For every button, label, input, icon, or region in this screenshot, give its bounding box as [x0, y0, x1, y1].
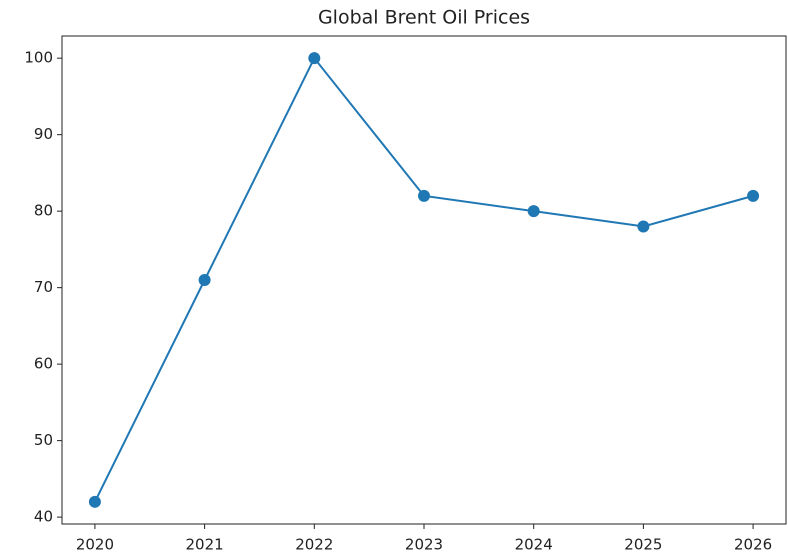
y-tick-label: 50	[34, 431, 53, 449]
x-tick-label: 2022	[295, 536, 333, 554]
y-tick-label: 100	[24, 49, 53, 67]
x-tick-label: 2023	[405, 536, 443, 554]
line	[94, 56, 754, 503]
x-tick-label: 2024	[515, 536, 553, 554]
marker	[527, 205, 540, 218]
y-tick-label: 40	[34, 508, 53, 526]
marker	[747, 189, 760, 202]
marker	[418, 189, 430, 202]
marker	[198, 274, 211, 286]
y-tick-label: 70	[34, 278, 53, 296]
x-tick-label: 2021	[186, 536, 224, 554]
x-tick-label: 2025	[624, 536, 662, 554]
y-tick-label: 60	[34, 355, 53, 373]
plot-frame	[61, 35, 787, 525]
chart-title: Global Brent Oil Prices	[318, 7, 530, 29]
marker	[88, 495, 101, 508]
marker	[637, 220, 650, 233]
x-tick-label: 2026	[734, 536, 772, 554]
marker	[308, 52, 321, 65]
y-tick-label: 80	[34, 202, 53, 220]
y-tick-label: 90	[34, 125, 53, 143]
x-tick-label: 2020	[76, 536, 114, 554]
